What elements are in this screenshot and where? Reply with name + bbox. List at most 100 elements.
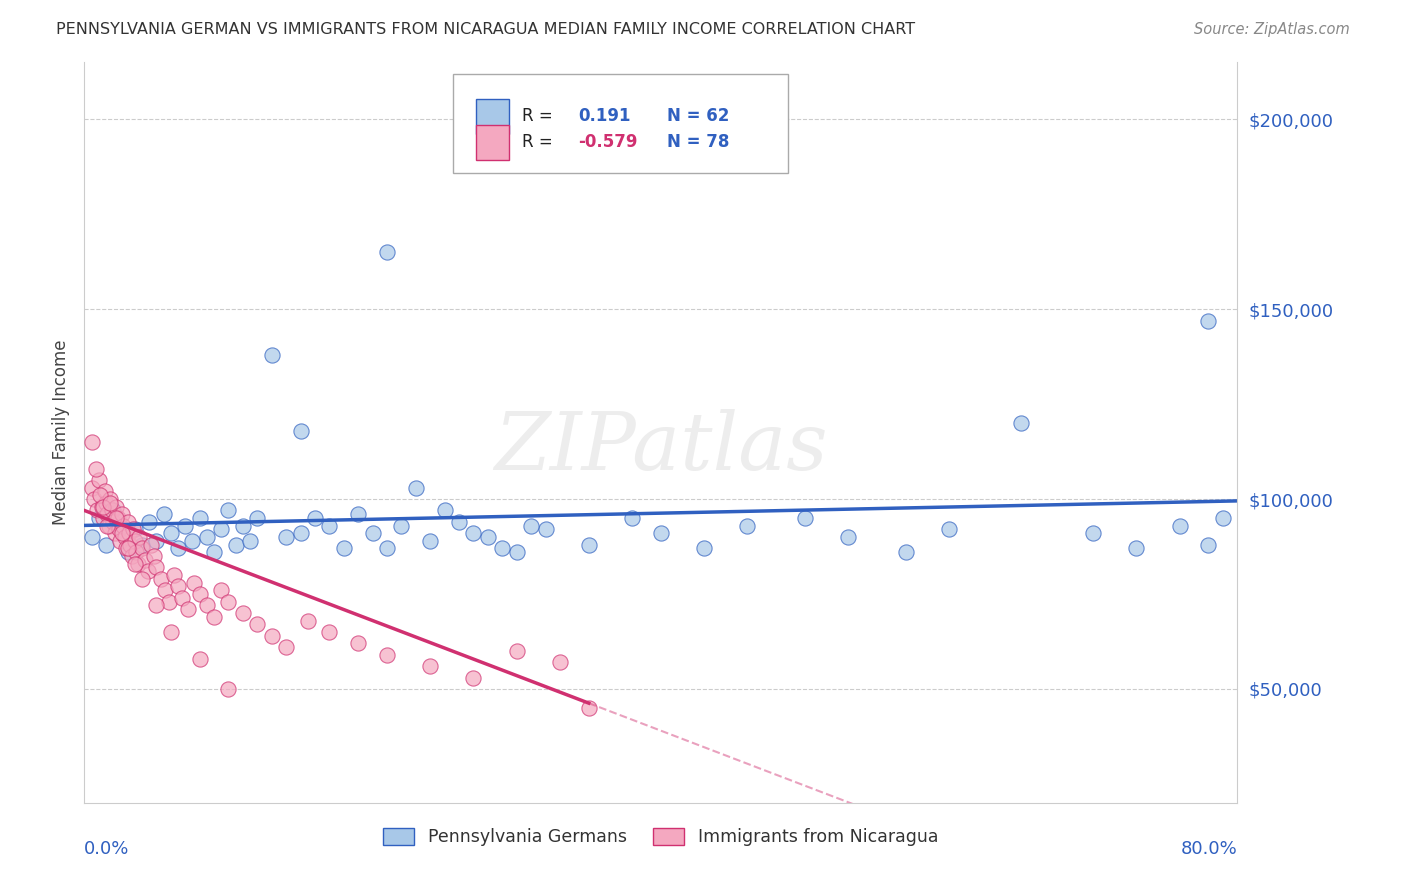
Point	[1198, 538, 1220, 552]
Text: -0.579: -0.579	[578, 134, 637, 152]
Point	[1168, 518, 1191, 533]
Bar	[477, 125, 509, 161]
Bar	[477, 99, 509, 135]
Point	[1083, 526, 1105, 541]
Point	[117, 515, 139, 529]
Point	[405, 481, 427, 495]
Point	[83, 491, 105, 506]
Point	[534, 523, 557, 537]
Text: Source: ZipAtlas.com: Source: ZipAtlas.com	[1194, 22, 1350, 37]
Point	[84, 461, 107, 475]
Point	[794, 511, 817, 525]
Point	[160, 624, 183, 639]
Point	[188, 511, 211, 525]
Point	[433, 503, 456, 517]
Point	[218, 503, 240, 517]
FancyBboxPatch shape	[453, 73, 787, 173]
Point	[347, 508, 370, 522]
Point	[153, 583, 176, 598]
Point	[120, 538, 142, 552]
Point	[578, 701, 600, 715]
Point	[157, 594, 180, 608]
Point	[246, 511, 269, 525]
Point	[94, 496, 117, 510]
Point	[477, 530, 499, 544]
Point	[375, 245, 398, 260]
Point	[96, 508, 118, 522]
Point	[548, 656, 571, 670]
Point	[80, 530, 103, 544]
Point	[111, 508, 134, 522]
Point	[209, 523, 232, 537]
Point	[188, 587, 211, 601]
Point	[152, 508, 174, 522]
Point	[112, 518, 135, 533]
Point	[209, 583, 232, 598]
Point	[125, 545, 148, 559]
Point	[105, 511, 128, 525]
Point	[131, 538, 153, 552]
Point	[89, 488, 111, 502]
Point	[304, 511, 326, 525]
Point	[239, 533, 262, 548]
Point	[145, 560, 167, 574]
Point	[100, 503, 122, 517]
Point	[80, 481, 103, 495]
Point	[145, 533, 167, 548]
Point	[837, 530, 859, 544]
Point	[232, 518, 254, 533]
Point	[138, 515, 160, 529]
Point	[375, 648, 398, 662]
Point	[91, 511, 114, 525]
Point	[117, 545, 139, 559]
Point	[124, 533, 146, 548]
Point	[114, 530, 136, 544]
Point	[131, 572, 153, 586]
Point	[139, 538, 162, 552]
Point	[347, 636, 370, 650]
Point	[103, 515, 124, 529]
Point	[506, 545, 529, 559]
Point	[94, 538, 117, 552]
Text: 80.0%: 80.0%	[1181, 840, 1237, 858]
Point	[167, 579, 190, 593]
Point	[195, 599, 218, 613]
Point	[87, 473, 110, 487]
Point	[491, 541, 513, 556]
Point	[290, 424, 312, 438]
Point	[122, 523, 145, 537]
Point	[86, 503, 108, 517]
Point	[361, 526, 384, 541]
Point	[578, 538, 600, 552]
Point	[110, 518, 132, 533]
Point	[96, 518, 118, 533]
Point	[91, 500, 114, 514]
Point	[290, 526, 312, 541]
Point	[121, 549, 143, 563]
Point	[1125, 541, 1147, 556]
Point	[650, 526, 672, 541]
Point	[172, 591, 194, 605]
Point	[693, 541, 716, 556]
Point	[391, 518, 413, 533]
Point	[520, 518, 543, 533]
Text: 0.0%: 0.0%	[84, 840, 129, 858]
Point	[225, 538, 247, 552]
Point	[506, 644, 529, 658]
Legend: Pennsylvania Germans, Immigrants from Nicaragua: Pennsylvania Germans, Immigrants from Ni…	[375, 821, 946, 854]
Point	[97, 518, 120, 533]
Point	[90, 500, 112, 514]
Point	[737, 518, 759, 533]
Point	[174, 518, 197, 533]
Point	[142, 549, 165, 563]
Point	[318, 624, 340, 639]
Point	[117, 541, 139, 556]
Point	[260, 348, 283, 362]
Point	[98, 496, 121, 510]
Point	[110, 533, 132, 548]
Point	[131, 541, 153, 556]
Text: PENNSYLVANIA GERMAN VS IMMIGRANTS FROM NICARAGUA MEDIAN FAMILY INCOME CORRELATIO: PENNSYLVANIA GERMAN VS IMMIGRANTS FROM N…	[56, 22, 915, 37]
Point	[111, 526, 134, 541]
Point	[124, 523, 146, 537]
Point	[463, 671, 485, 685]
